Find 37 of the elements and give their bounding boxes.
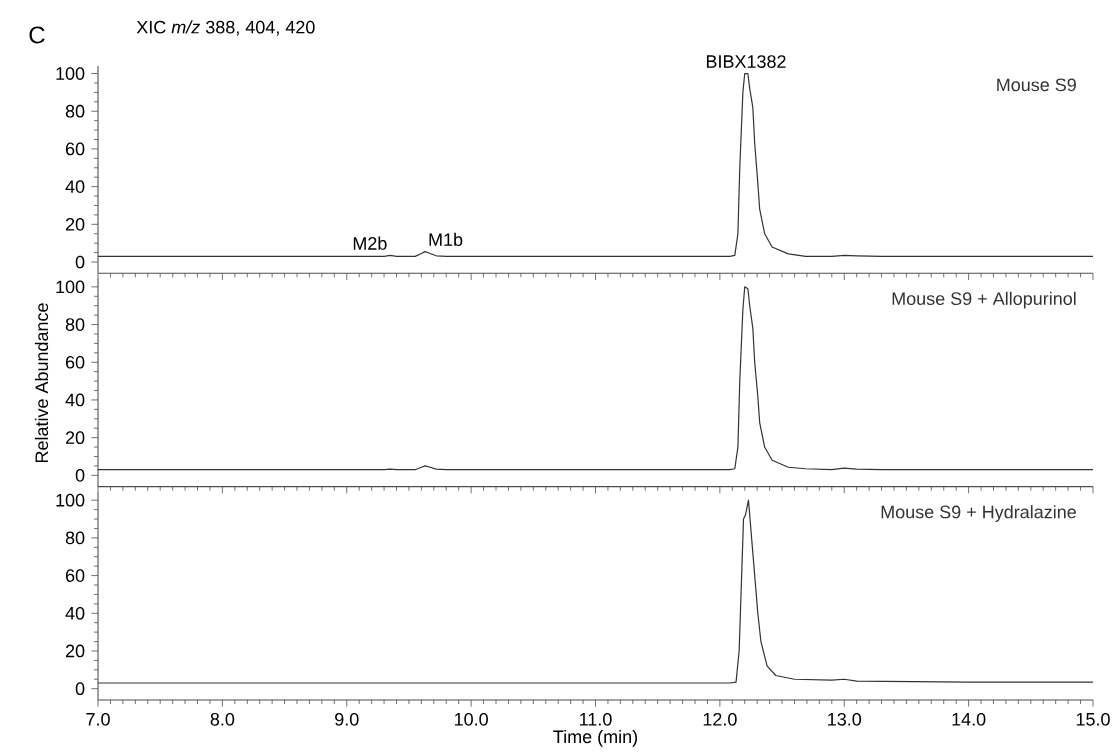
y-tick-label: 40 [65,606,85,620]
y-tick-label: 0 [75,255,85,269]
y-tick-label: 80 [65,104,85,118]
x-tick-label: 13.0 [828,712,862,726]
x-tick-label: 7.0 [86,712,110,726]
x-tick-label: 10.0 [454,712,488,726]
x-axis-title: Time (min) [553,729,638,747]
y-tick-label: 20 [65,431,85,445]
x-tick-label: 8.0 [210,712,235,726]
y-tick-label: 40 [65,180,85,193]
y-tick-label: 20 [65,644,85,658]
y-tick-label: 0 [75,468,85,482]
text: C [29,26,45,44]
y-tick-label: 20 [65,217,85,231]
y-tick-label: 80 [65,531,85,545]
y-axis-title: Relative Abundance [34,303,49,463]
y-tick-label: 80 [65,318,85,331]
x-tick-label: 14.0 [952,712,986,726]
y-tick-label: 60 [65,569,85,582]
x-tick-label: 15.0 [1076,712,1110,726]
y-tick-label: 60 [65,355,85,369]
y-tick-label: 60 [65,142,85,156]
x-tick-label: 12.0 [703,712,737,726]
y-tick-label: 0 [75,682,85,696]
x-tick-label: 11.0 [580,712,612,726]
chart-title: XIC m/z 388, 404, 420 [136,20,315,36]
x-tick-label: 9.0 [335,712,359,726]
text: Mouse S9 + Allopurinol [892,291,1076,309]
y-tick-label: 100 [56,280,85,294]
text: Mouse S9 + Hydralazine [881,505,1076,522]
y-tick-label: 100 [56,493,85,507]
annotation: M1b [429,232,463,247]
annotation: BIBX1382 [706,55,786,68]
y-tick-label: 40 [65,393,85,407]
annotation: M2b [353,236,387,250]
text: Mouse S9 [997,78,1076,92]
y-tick-label: 100 [56,67,85,80]
